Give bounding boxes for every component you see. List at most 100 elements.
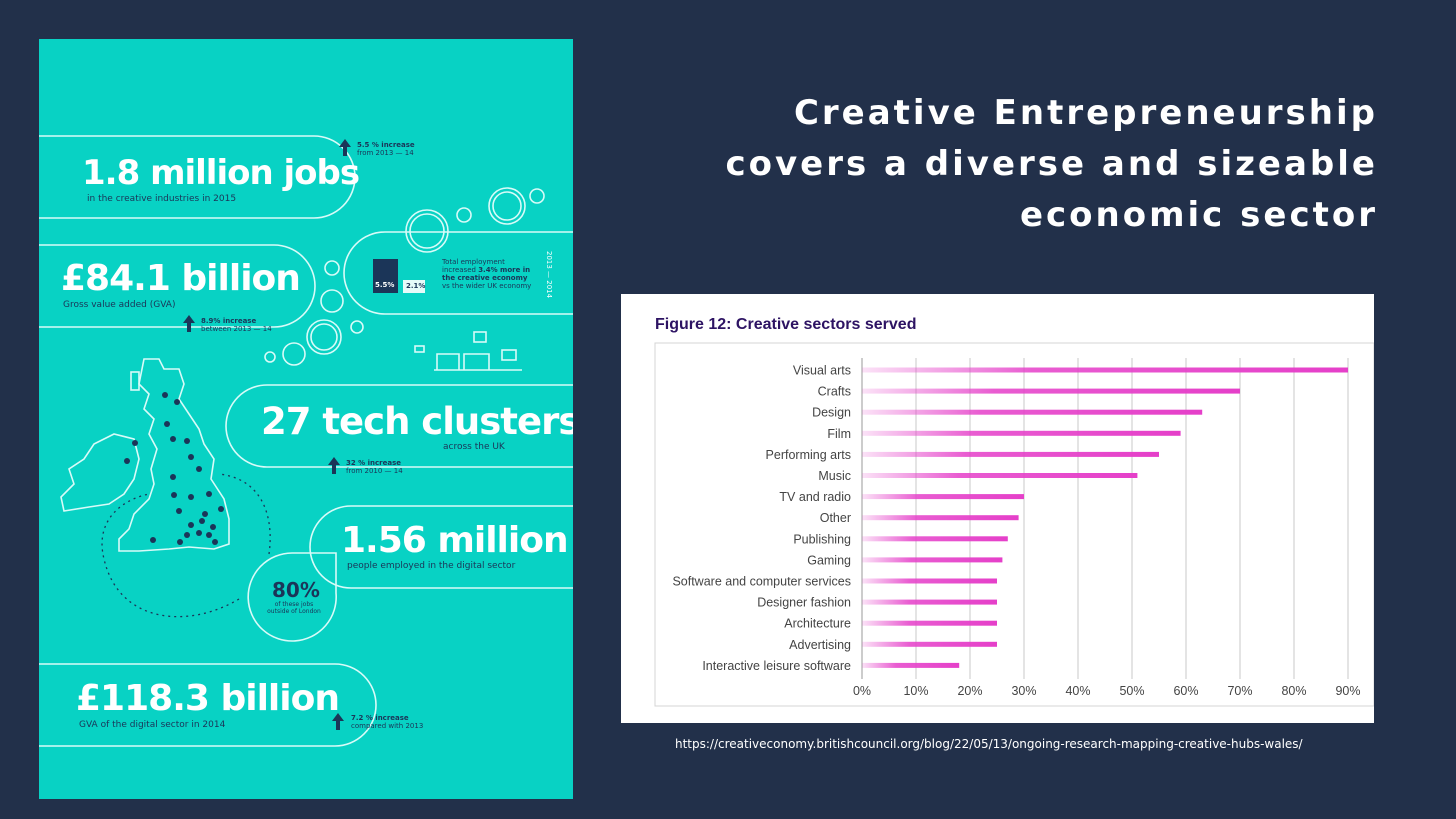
poster-decoration <box>39 135 573 747</box>
x-tick-label: 30% <box>1011 684 1036 698</box>
london-teardrop-outline <box>247 552 337 642</box>
x-tick-label: 40% <box>1065 684 1090 698</box>
bar-chart: 0% 10% 20% 30% 40% 50% 60% 70% 80% 90% Visual arts… <box>654 342 1374 707</box>
jobs-stat: 1.8 million jobs <box>82 153 360 193</box>
category-label: Other <box>820 511 851 525</box>
employment-bar-uk <box>403 280 425 293</box>
gva-increase: 8.9% increase between 2013 — 14 <box>201 317 272 334</box>
employment-bar-uk-label: 2.1% <box>406 282 426 290</box>
x-tick-label: 70% <box>1227 684 1252 698</box>
bar <box>862 641 997 647</box>
employment-note-2: increased <box>442 266 476 275</box>
jobs-capsule-outline <box>39 135 356 219</box>
digital-gva-stat: £118.3 billion <box>76 678 340 719</box>
london-caption-2: outside of London <box>267 608 321 616</box>
headline-line-3: economic sector <box>1019 195 1378 235</box>
employment-bar-creative <box>373 259 398 293</box>
digital-gva-increase-period: compared with 2013 <box>351 722 424 731</box>
chart-title: Figure 12: Creative sectors served <box>655 316 917 333</box>
category-label: Gaming <box>807 553 851 567</box>
gva-increase-label: 8.9% increase <box>201 317 257 325</box>
category-label: Publishing <box>793 532 851 546</box>
tech-increase-label: 32 % increase <box>346 459 401 467</box>
tech-caption: across the UK <box>443 442 505 452</box>
x-tick-label: 60% <box>1173 684 1198 698</box>
gva-value: £84.1 billion <box>61 258 301 299</box>
bar <box>862 557 1003 563</box>
bar <box>862 599 997 605</box>
x-tick-label: 80% <box>1281 684 1306 698</box>
dotted-arc-left <box>101 493 240 618</box>
bar <box>862 409 1203 415</box>
digital-gva-increase: 7.2 % increase compared with 2013 <box>351 714 423 731</box>
jobs-increase-period: from 2013 — 14 <box>357 149 414 158</box>
tech-cluster-dots <box>124 392 224 545</box>
category-label: TV and radio <box>779 490 851 504</box>
headline-line-2: covers a diverse and sizeable <box>725 144 1378 184</box>
digital-caption: people employed in the digital sector <box>347 561 516 571</box>
tech-increase: 32 % increase from 2010 — 14 <box>346 459 403 476</box>
bar <box>862 367 1348 373</box>
digital-gva-value: £118.3 billion <box>76 678 340 719</box>
bar <box>862 494 1024 500</box>
category-label: Design <box>812 406 851 420</box>
gva-increase-period: between 2013 — 14 <box>201 325 272 334</box>
dotted-arc-right <box>218 473 271 555</box>
x-tick-label: 90% <box>1335 684 1360 698</box>
category-label: Advertising <box>789 638 851 652</box>
category-label: Interactive leisure software <box>702 659 851 673</box>
jobs-value: 1.8 million jobs <box>82 153 360 193</box>
category-label: Music <box>818 469 851 483</box>
category-label: Software and computer services <box>672 575 851 589</box>
digital-value: 1.56 million <box>341 520 569 561</box>
headline-line-1: Creative Entrepreneurship <box>793 93 1378 133</box>
category-label: Designer fashion <box>757 596 851 610</box>
infographic-poster: 1.8 million jobs in the creative industr… <box>39 39 573 799</box>
bar <box>862 578 997 584</box>
employment-capsule-outline <box>343 231 573 315</box>
gva-digital-capsule-outline <box>39 663 377 747</box>
x-tick-label: 10% <box>903 684 928 698</box>
jobs-increase-label: 5.5 % increase <box>357 141 415 149</box>
digital-gva-increase-label: 7.2 % increase <box>351 714 409 722</box>
bar <box>862 473 1138 478</box>
tech-stat: 27 tech clusters <box>261 403 573 440</box>
tech-capsule-outline <box>225 384 573 468</box>
gva-stat: £84.1 billion <box>61 258 301 299</box>
bar <box>862 430 1181 436</box>
x-tick-label: 0% <box>853 684 871 698</box>
london-caption: of these jobs outside of London <box>261 601 327 615</box>
category-label: Crafts <box>818 385 851 399</box>
x-tick-label: 20% <box>957 684 982 698</box>
bar <box>862 620 997 626</box>
category-label: Visual arts <box>793 364 851 378</box>
tech-increase-period: from 2010 — 14 <box>346 467 403 476</box>
bar <box>862 536 1008 542</box>
jobs-increase: 5.5 % increase from 2013 — 14 <box>357 141 415 158</box>
london-value: 80% <box>272 578 320 602</box>
employment-bar-creative-label: 5.5% <box>375 281 395 289</box>
employment-note: Total employment increased 3.4% more in … <box>442 258 532 290</box>
increase-arrows <box>183 139 351 730</box>
slide-headline: Creative Entrepreneurship covers a diver… <box>718 88 1378 241</box>
chart-panel: Figure 12: Creative sectors served 0% 10%… <box>621 294 1374 723</box>
tech-value: 27 tech clusters <box>261 400 573 443</box>
employment-years: 2013 — 2014 <box>545 251 553 299</box>
jobs-caption: in the creative industries in 2015 <box>87 194 237 204</box>
digital-stat: 1.56 million <box>341 520 569 561</box>
bar <box>862 662 960 668</box>
digital-gva-caption: GVA of the digital sector in 2014 <box>79 720 226 730</box>
category-label: Architecture <box>784 617 851 631</box>
x-tick-label: 50% <box>1119 684 1144 698</box>
london-caption-1: of these jobs <box>274 601 314 608</box>
gva-capsule-outline <box>39 244 316 328</box>
category-label: Film <box>827 427 851 441</box>
employment-note-bold: 3.4% more in the creative economy <box>442 266 531 283</box>
category-label: Performing arts <box>766 448 851 462</box>
source-url[interactable]: https://creativeconomy.britishcouncil.or… <box>675 737 1303 751</box>
bar <box>862 388 1240 394</box>
bar <box>862 515 1019 521</box>
employment-note-1: Total employment <box>442 258 505 266</box>
employment-note-3: vs the wider UK economy <box>442 282 532 291</box>
plot-frame <box>654 342 1374 707</box>
